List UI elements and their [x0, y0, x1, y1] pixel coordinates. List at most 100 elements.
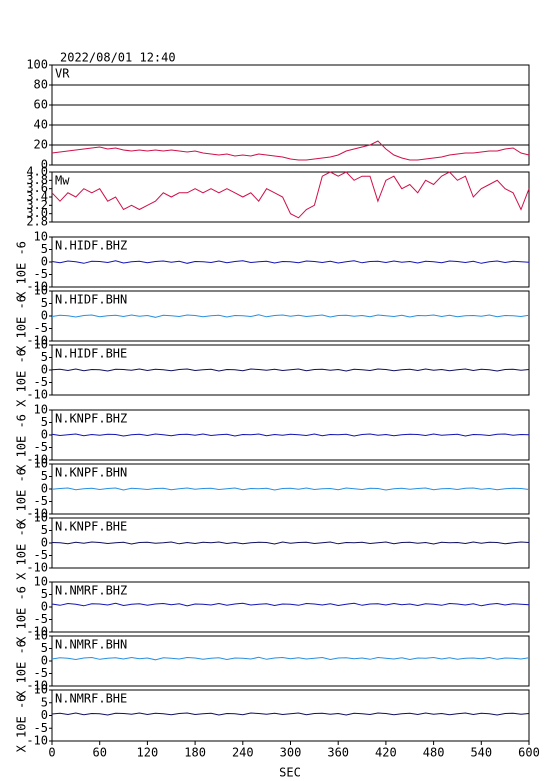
trace-line — [51, 140, 530, 161]
y-tick-label: 10 — [34, 683, 48, 697]
y-tick-label: 4.0 — [26, 165, 48, 179]
y-tick-label: -5 — [34, 666, 48, 680]
trace-line — [51, 433, 530, 437]
y-tick-label: 0 — [41, 600, 48, 614]
y-tick-label: -5 — [34, 494, 48, 508]
y-tick-label: 5 — [41, 695, 48, 709]
x-tick-label: 420 — [375, 746, 397, 760]
x-tick-label: 540 — [470, 746, 492, 760]
trace-line — [51, 368, 530, 372]
trace-line — [51, 541, 530, 545]
x-tick-label: 600 — [518, 746, 540, 760]
y-tick-label: 0 — [41, 363, 48, 377]
y-axis-label: X 10E -6 — [15, 522, 29, 580]
y-tick-label: -5 — [34, 548, 48, 562]
x-tick-label: 120 — [137, 746, 159, 760]
y-tick-label: 100 — [26, 58, 48, 72]
panel-label: VR — [55, 67, 70, 81]
y-tick-label: -5 — [34, 267, 48, 281]
y-tick-label: -5 — [34, 721, 48, 735]
y-tick-label: 40 — [34, 118, 48, 132]
y-tick-label: 5 — [41, 523, 48, 537]
y-tick-label: -5 — [34, 440, 48, 454]
x-tick-label: 0 — [48, 746, 55, 760]
y-tick-label: 10 — [34, 230, 48, 244]
y-axis-label: X 10E -6 — [15, 349, 29, 407]
x-tick-label: 240 — [232, 746, 254, 760]
chart-title: 2022/08/01 12:40 — [60, 51, 176, 65]
panel-label: N.NMRF.BHE — [55, 692, 127, 706]
y-tick-label: 0 — [41, 255, 48, 269]
y-tick-label: 10 — [34, 575, 48, 589]
y-tick-label: 0 — [41, 158, 48, 172]
x-axis-label: SEC — [279, 766, 301, 780]
y-tick-label: 5 — [41, 296, 48, 310]
y-tick-label: -10 — [26, 507, 48, 521]
y-tick-label: 20 — [34, 138, 48, 152]
y-tick-label: 0 — [41, 654, 48, 668]
trace-line — [51, 171, 530, 219]
y-tick-label: 60 — [34, 98, 48, 112]
trace-line — [51, 487, 530, 491]
y-tick-label: 3.6 — [26, 181, 48, 195]
x-tick-label: 360 — [327, 746, 349, 760]
y-tick-label: 10 — [34, 284, 48, 298]
y-tick-label: -5 — [34, 612, 48, 626]
y-tick-label: 10 — [34, 457, 48, 471]
y-tick-label: -10 — [26, 453, 48, 467]
y-tick-label: -10 — [26, 734, 48, 748]
panel-label: Mw — [55, 174, 70, 188]
y-tick-label: 10 — [34, 511, 48, 525]
y-tick-label: 10 — [34, 629, 48, 643]
trace-line — [51, 602, 530, 607]
panel-label: N.KNPF.BHN — [55, 466, 127, 480]
trace-line — [51, 656, 530, 661]
y-axis-label: X 10E -6 — [15, 414, 29, 472]
y-axis-label: X 10E -6 — [15, 295, 29, 353]
y-tick-label: 5 — [41, 415, 48, 429]
y-tick-label: 0 — [41, 708, 48, 722]
trace-line — [51, 314, 530, 318]
y-tick-label: 5 — [41, 587, 48, 601]
trace-line — [51, 260, 530, 264]
y-tick-label: 10 — [34, 338, 48, 352]
y-tick-label: -10 — [26, 280, 48, 294]
panel-frame — [51, 64, 530, 166]
y-tick-label: 3.0 — [26, 206, 48, 220]
y-axis-label: X 10E -6 — [15, 468, 29, 526]
y-axis-label: X 10E -6 — [15, 241, 29, 299]
y-tick-label: -10 — [26, 679, 48, 693]
panel-label: N.HIDF.BHN — [55, 293, 127, 307]
panel-label: N.KNPF.BHE — [55, 520, 127, 534]
x-tick-label: 300 — [280, 746, 302, 760]
y-axis-label: X 10E -6 — [15, 586, 29, 644]
y-tick-label: 2.8 — [26, 215, 48, 229]
y-tick-label: -10 — [26, 625, 48, 639]
y-axis-label: X 10E -6 — [15, 640, 29, 698]
panel-label: N.NMRF.BHZ — [55, 584, 127, 598]
y-tick-label: 5 — [41, 469, 48, 483]
trace-line — [51, 712, 530, 716]
x-tick-label: 60 — [92, 746, 106, 760]
panel-frame — [51, 171, 530, 223]
y-tick-label: -10 — [26, 561, 48, 575]
x-tick-label: 480 — [423, 746, 445, 760]
y-tick-label: -5 — [34, 321, 48, 335]
panel-label: N.KNPF.BHZ — [55, 412, 127, 426]
panel-label: N.HIDF.BHZ — [55, 239, 127, 253]
y-tick-label: 3.4 — [26, 190, 48, 204]
y-tick-label: 0 — [41, 536, 48, 550]
panel-label: N.NMRF.BHN — [55, 638, 127, 652]
y-tick-label: 5 — [41, 242, 48, 256]
y-tick-label: 0 — [41, 428, 48, 442]
panel-label: N.HIDF.BHE — [55, 347, 127, 361]
y-axis-label: X 10E -6 — [15, 695, 29, 753]
y-tick-label: 0 — [41, 309, 48, 323]
y-tick-label: -5 — [34, 375, 48, 389]
y-tick-label: 3.2 — [26, 198, 48, 212]
y-tick-label: 80 — [34, 78, 48, 92]
y-tick-label: 0 — [41, 482, 48, 496]
y-tick-label: 5 — [41, 641, 48, 655]
